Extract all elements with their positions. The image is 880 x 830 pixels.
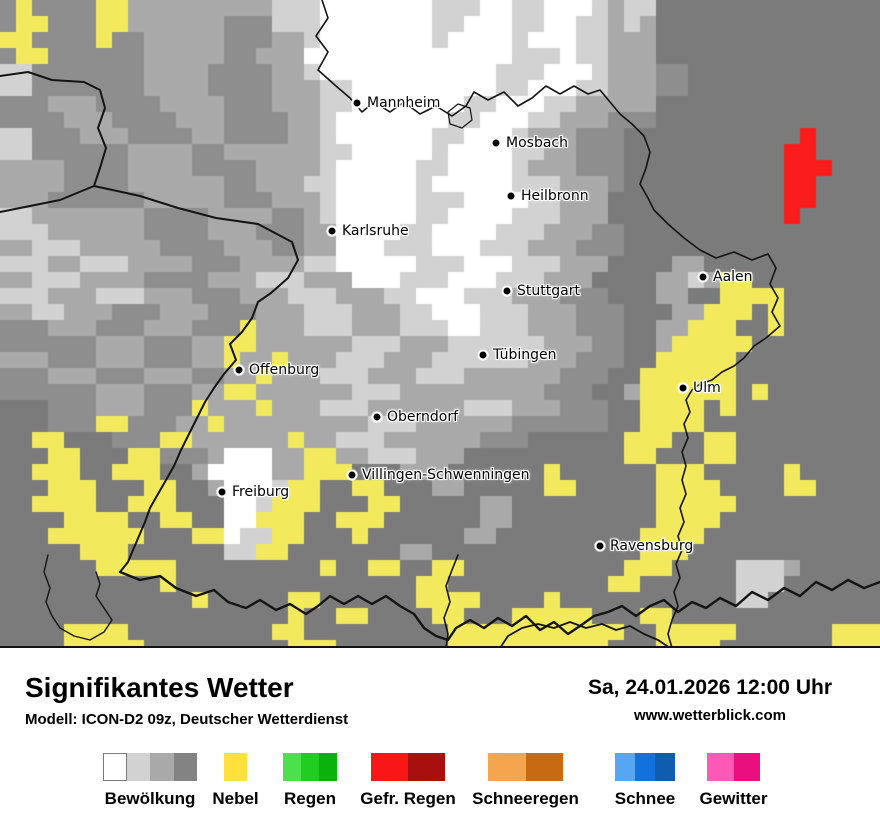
legend-label: Bewölkung <box>104 789 196 808</box>
legend-swatch <box>655 753 675 781</box>
legend-swatch <box>126 753 150 781</box>
legend-swatch <box>615 753 635 781</box>
legend-swatch <box>707 753 734 781</box>
city-dot-icon <box>216 486 228 498</box>
map-bottom-frame <box>0 646 880 648</box>
legend-swatch <box>488 753 526 781</box>
legend-swatch-row <box>707 753 760 781</box>
city-label: Offenburg <box>249 362 320 378</box>
legend-label: Nebel <box>212 789 259 808</box>
city-label: Mosbach <box>506 135 568 151</box>
legend-swatch <box>224 753 247 781</box>
city-label: Ravensburg <box>610 538 694 554</box>
city-label: Tübingen <box>493 347 557 363</box>
city-label: Villingen-Schwenningen <box>362 467 530 483</box>
footer-right-block: Sa, 24.01.2026 12:00 Uhr www.wetterblick… <box>560 676 860 724</box>
city-dot-icon <box>326 225 338 237</box>
city-dot-icon <box>351 97 363 109</box>
city-label: Oberndorf <box>387 409 459 425</box>
legend-swatch-row <box>615 753 675 781</box>
city-dot-icon <box>677 382 689 394</box>
legend-swatch <box>173 753 197 781</box>
legend-swatch-row <box>103 753 197 781</box>
legend-swatch-row <box>488 753 563 781</box>
legend-label: Regen <box>284 789 336 808</box>
legend-swatch <box>319 753 337 781</box>
forecast-datetime: Sa, 24.01.2026 12:00 Uhr <box>587 676 832 699</box>
legend-swatch <box>635 753 655 781</box>
city-label: Stuttgart <box>517 283 580 299</box>
city-dot-icon <box>505 190 517 202</box>
legend-swatch-row <box>224 753 247 781</box>
legend-swatch <box>525 753 563 781</box>
city-dot-icon <box>490 137 502 149</box>
legend-swatch <box>371 753 408 781</box>
legend-swatch-row <box>283 753 337 781</box>
city-label: Karlsruhe <box>342 223 409 239</box>
city-dot-icon <box>233 364 245 376</box>
legend-swatch <box>733 753 760 781</box>
page-title: Signifikantes Wetter <box>25 672 294 703</box>
city-dot-icon <box>697 271 709 283</box>
city-dot-icon <box>371 411 383 423</box>
weather-map: Mannheim Mosbach Heilbronn Karlsruhe Stu… <box>0 0 880 648</box>
legend-swatch <box>301 753 319 781</box>
website-text: www.wetterblick.com <box>634 707 786 724</box>
city-dot-icon <box>594 540 606 552</box>
legend-label: Gefr. Regen <box>360 789 456 808</box>
city-dot-icon <box>477 349 489 361</box>
legend-swatch-row <box>371 753 445 781</box>
city-label: Heilbronn <box>521 188 589 204</box>
legend-swatch <box>103 753 127 781</box>
city-dot-icon <box>346 469 358 481</box>
city-dot-icon <box>501 285 513 297</box>
city-label: Ulm <box>693 380 721 396</box>
model-info: Modell: ICON-D2 09z, Deutscher Wetterdie… <box>25 711 349 728</box>
city-label: Mannheim <box>367 95 441 111</box>
legend-swatch <box>150 753 174 781</box>
legend-label: Schneeregen <box>472 789 579 808</box>
legend-swatch <box>283 753 301 781</box>
legend-label: Gewitter <box>699 789 768 808</box>
city-label: Freiburg <box>232 484 290 500</box>
city-label: Aalen <box>713 269 753 285</box>
legend-label: Schnee <box>614 789 676 808</box>
legend-swatch <box>408 753 445 781</box>
